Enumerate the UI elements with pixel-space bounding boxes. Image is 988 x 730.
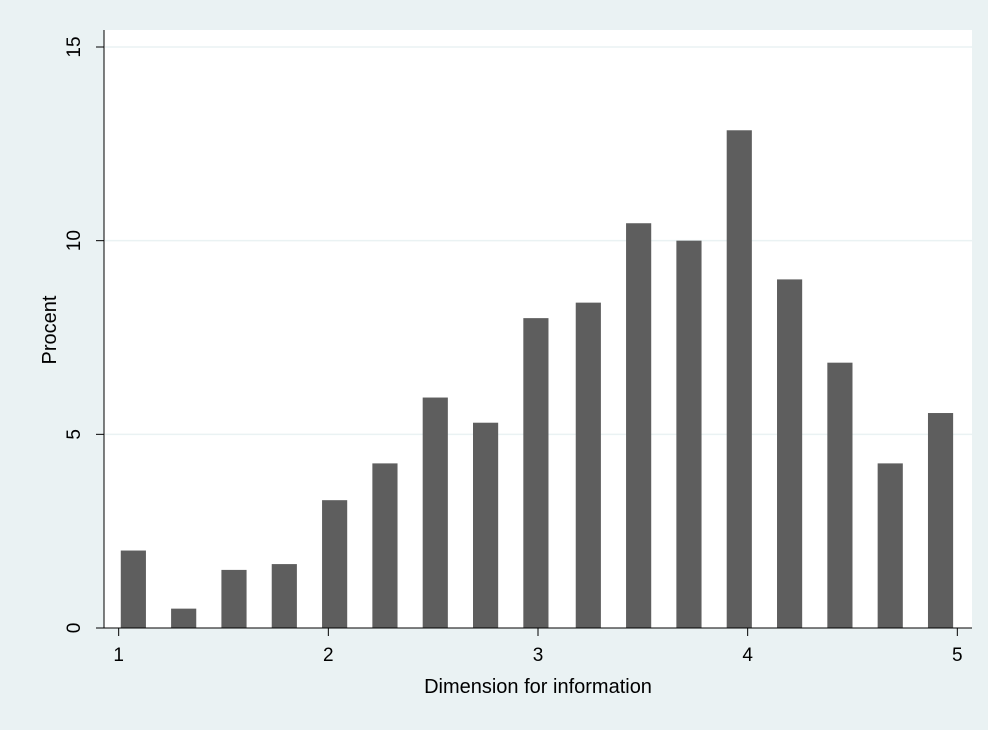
y-axis-label: Procent — [39, 295, 61, 364]
y-tick-label: 0 — [64, 623, 85, 634]
bar — [523, 318, 549, 628]
bar — [676, 240, 702, 628]
bar — [271, 564, 297, 628]
bar — [171, 608, 197, 628]
y-tick-label: 5 — [64, 429, 85, 440]
bar — [827, 362, 853, 628]
bar — [221, 569, 247, 628]
x-tick-label: 2 — [323, 645, 334, 666]
y-tick-label: 10 — [64, 230, 85, 251]
bar — [372, 463, 398, 628]
bar — [322, 500, 348, 628]
y-tick-label: 15 — [64, 36, 85, 57]
x-ticks: 1 2 3 4 5 — [113, 628, 963, 666]
bar — [120, 550, 146, 628]
bar — [877, 463, 903, 628]
x-tick-label: 3 — [533, 645, 544, 666]
bar — [473, 422, 499, 628]
x-tick-label: 4 — [742, 645, 753, 666]
x-tick-label: 1 — [113, 645, 124, 666]
x-axis-label: Dimension for information — [424, 676, 652, 698]
bar — [626, 223, 652, 628]
bar — [575, 302, 601, 628]
bars — [120, 130, 954, 628]
bar — [726, 130, 752, 628]
bar — [927, 413, 954, 628]
bar — [777, 279, 803, 628]
y-ticks: 0 5 10 15 — [64, 36, 104, 633]
x-tick-label: 5 — [952, 645, 963, 666]
bar — [422, 397, 448, 628]
